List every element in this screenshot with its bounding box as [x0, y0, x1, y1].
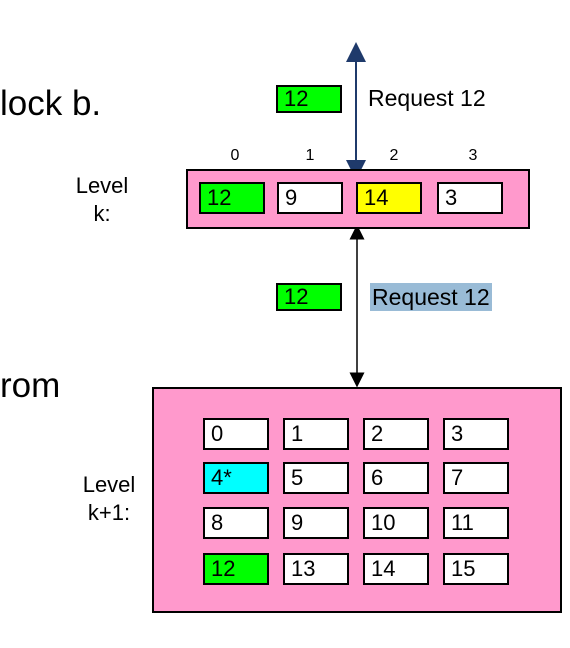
request-label-top: Request 12 — [368, 85, 486, 111]
level-k-block-1: 9 — [277, 182, 343, 214]
level-k1-block-13: 13 — [283, 553, 349, 585]
slot-index-1: 1 — [305, 147, 315, 164]
level-k1-label: Level k+1: — [82, 472, 136, 525]
slot-index-3: 3 — [468, 147, 478, 164]
slide-text-fragment-top: lock b. — [0, 84, 102, 123]
level-k1-block-15: 15 — [443, 553, 509, 585]
level-k-block-3: 3 — [437, 182, 503, 214]
level-k-block-2: 14 — [356, 182, 422, 214]
level-k1-block-3: 3 — [443, 418, 509, 450]
request-block-top: 12 — [276, 85, 342, 113]
slot-index-0: 0 — [230, 147, 240, 164]
level-k1-block-11: 11 — [443, 507, 509, 539]
request-block-middle: 12 — [276, 283, 342, 311]
level-k1-block-7: 7 — [443, 462, 509, 494]
level-k-block-0: 12 — [199, 182, 265, 214]
level-k1-block-9: 9 — [283, 507, 349, 539]
level-k1-block-12: 12 — [203, 553, 269, 585]
level-k1-block-6: 6 — [363, 462, 429, 494]
level-k1-block-0: 0 — [203, 418, 269, 450]
slide-text-fragment-bottom: rom — [0, 366, 61, 405]
level-k1-block-10: 10 — [363, 507, 429, 539]
level-k1-block-5: 5 — [283, 462, 349, 494]
level-k1-block-1: 1 — [283, 418, 349, 450]
level-k1-block-2: 2 — [363, 418, 429, 450]
level-k1-block-4: 4* — [203, 462, 269, 494]
level-k1-block-14: 14 — [363, 553, 429, 585]
slot-index-2: 2 — [389, 147, 399, 164]
request-label-middle: Request 12 — [370, 283, 492, 311]
level-k-label: Level k: — [75, 173, 129, 226]
level-k1-block-8: 8 — [203, 507, 269, 539]
